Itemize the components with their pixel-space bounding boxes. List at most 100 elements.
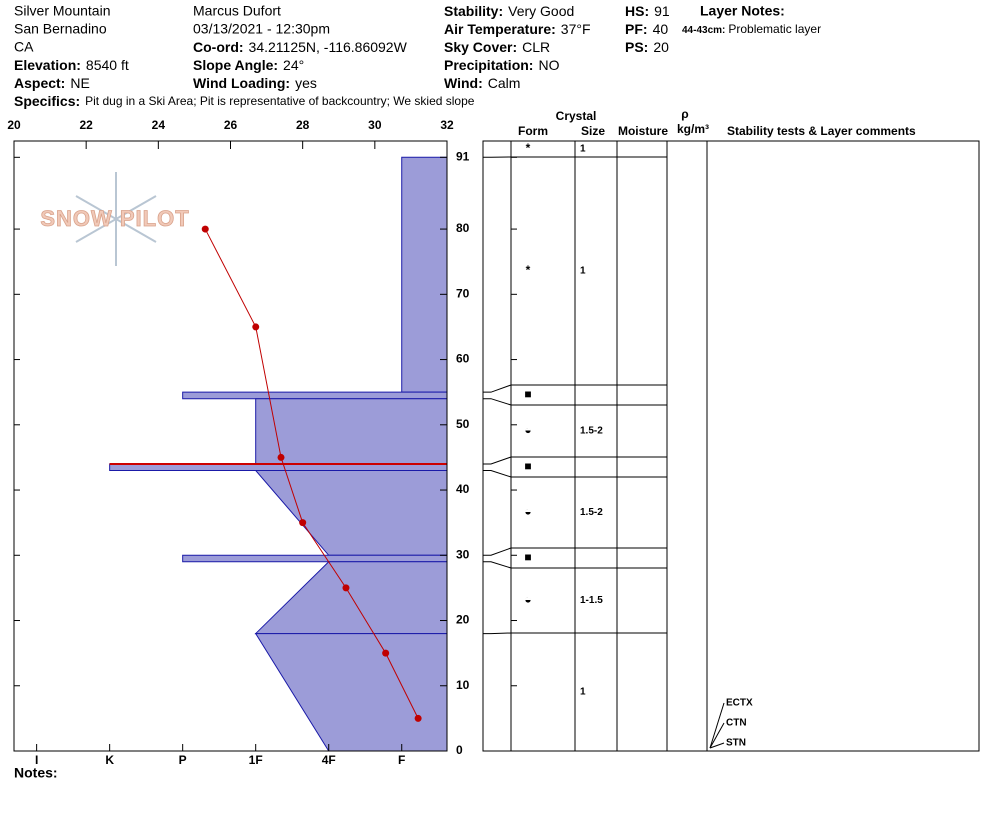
crystal-form: ■ (524, 387, 531, 401)
pf-value: 40 (653, 21, 669, 37)
x-tick-label: 24 (152, 118, 166, 132)
crystal-form: ◒ (524, 423, 531, 437)
layer-notes-title: Layer Notes: (700, 3, 785, 19)
layer-connector (483, 384, 512, 393)
hardness-tick-label: F (398, 753, 405, 767)
y-tick-label: 70 (456, 286, 470, 300)
wind-value: Calm (488, 75, 521, 91)
aspect-value: NE (70, 75, 89, 91)
y-tick-label: 0 (456, 743, 463, 757)
elevation: Elevation: 8540 ft (14, 57, 129, 73)
aspect-label: Aspect: (14, 75, 65, 91)
specifics: Specifics: Pit dug in a Ski Area; Pit is … (14, 93, 475, 109)
hs-label: HS: (625, 3, 649, 19)
sky-cover-value: CLR (522, 39, 550, 55)
stability-label: Stability: (444, 3, 503, 19)
region: San Bernadino (14, 21, 107, 37)
coord-label: Co-ord: (193, 39, 244, 55)
table-frame (482, 140, 980, 752)
column-header: Form (518, 124, 548, 138)
air-temp-label: Air Temperature: (444, 21, 556, 37)
x-tick-label: 32 (440, 118, 454, 132)
ps: PS: 20 (625, 39, 669, 55)
crystal-size: 1 (580, 266, 586, 277)
wind-loading-label: Wind Loading: (193, 75, 290, 91)
hardness-layer (254, 469, 448, 556)
y-tick-label: 50 (456, 417, 470, 431)
hardness-tick-label: P (179, 753, 187, 767)
hardness-layer (401, 156, 448, 393)
crystal-form: * (526, 263, 531, 277)
hardness-tick-label: K (105, 753, 114, 767)
x-tick-label: 28 (296, 118, 310, 132)
crystal-size: 1-1.5 (580, 595, 603, 606)
layer-note-range: 44-43cm: (682, 25, 725, 36)
elevation-label: Elevation: (14, 57, 81, 73)
column-header: Size (581, 124, 605, 138)
temperature-point (277, 453, 285, 461)
specifics-value: Pit dug in a Ski Area; Pit is representa… (85, 94, 475, 108)
stability-arrow (709, 702, 725, 749)
notes-label: Notes: (14, 765, 58, 781)
hs-value: 91 (654, 3, 670, 19)
layer-note: 44-43cm: Problematic layer (682, 22, 821, 36)
stability-arrow (709, 722, 725, 749)
y-tick-label: 40 (456, 482, 470, 496)
crystal-form: ◒ (524, 593, 531, 607)
air-temp: Air Temperature: 37°F (444, 21, 591, 37)
specifics-label: Specifics: (14, 93, 80, 109)
logo-flake (75, 172, 157, 266)
crystal-form: ■ (524, 550, 531, 564)
y-tick-label: 91 (456, 149, 470, 163)
watermark: SNOW PILOT (40, 206, 189, 231)
temperature-point (252, 323, 260, 331)
stability-test: CTN (726, 718, 747, 729)
state: CA (14, 39, 34, 55)
location: Silver Mountain (14, 3, 111, 19)
column-header: Crystal (556, 109, 597, 123)
stability: Stability: Very Good (444, 3, 574, 19)
layer-connector (483, 561, 512, 569)
hardness-tick-label: I (35, 753, 38, 767)
layer-note-text: Problematic layer (728, 22, 821, 36)
column-header: Stability tests & Layer comments (727, 124, 916, 138)
crystal-size: 1 (580, 687, 586, 698)
layer-connector (483, 547, 512, 556)
temperature-point (414, 714, 422, 722)
wind: Wind: Calm (444, 75, 520, 91)
slope-value: 24° (283, 57, 304, 73)
hardness-layer (182, 391, 448, 400)
y-tick-label: 10 (456, 678, 470, 692)
slope: Slope Angle: 24° (193, 57, 304, 73)
pf: PF: 40 (625, 21, 668, 37)
coord-value: 34.21125N, -116.86092W (249, 39, 408, 55)
ps-label: PS: (625, 39, 648, 55)
wind-loading: Wind Loading: yes (193, 75, 317, 91)
hardness-layer (254, 633, 448, 752)
ps-value: 20 (653, 39, 669, 55)
stability-arrow (709, 742, 725, 749)
aspect: Aspect: NE (14, 75, 90, 91)
observer: Marcus Dufort (193, 3, 281, 19)
crystal-size: 1.5-2 (580, 426, 603, 437)
y-tick-label: 80 (456, 221, 470, 235)
slope-label: Slope Angle: (193, 57, 278, 73)
wind-loading-value: yes (295, 75, 317, 91)
air-temp-value: 37°F (561, 21, 591, 37)
layer-connector (483, 632, 512, 635)
x-tick-label: 30 (368, 118, 382, 132)
sky-cover: Sky Cover: CLR (444, 39, 550, 55)
stability-test: STN (726, 738, 746, 749)
crystal-size: 1.5-2 (580, 507, 603, 518)
wind-label: Wind: (444, 75, 483, 91)
hs: HS: 91 (625, 3, 670, 19)
layer-connector (483, 456, 512, 465)
hardness-tick-label: 1F (249, 753, 263, 767)
x-tick-label: 26 (224, 118, 238, 132)
elevation-value: 8540 ft (86, 57, 129, 73)
hardness-tick-label: 4F (322, 753, 336, 767)
column-header: ρ (681, 107, 688, 121)
x-tick-label: 22 (79, 118, 93, 132)
temperature-point (342, 584, 350, 592)
